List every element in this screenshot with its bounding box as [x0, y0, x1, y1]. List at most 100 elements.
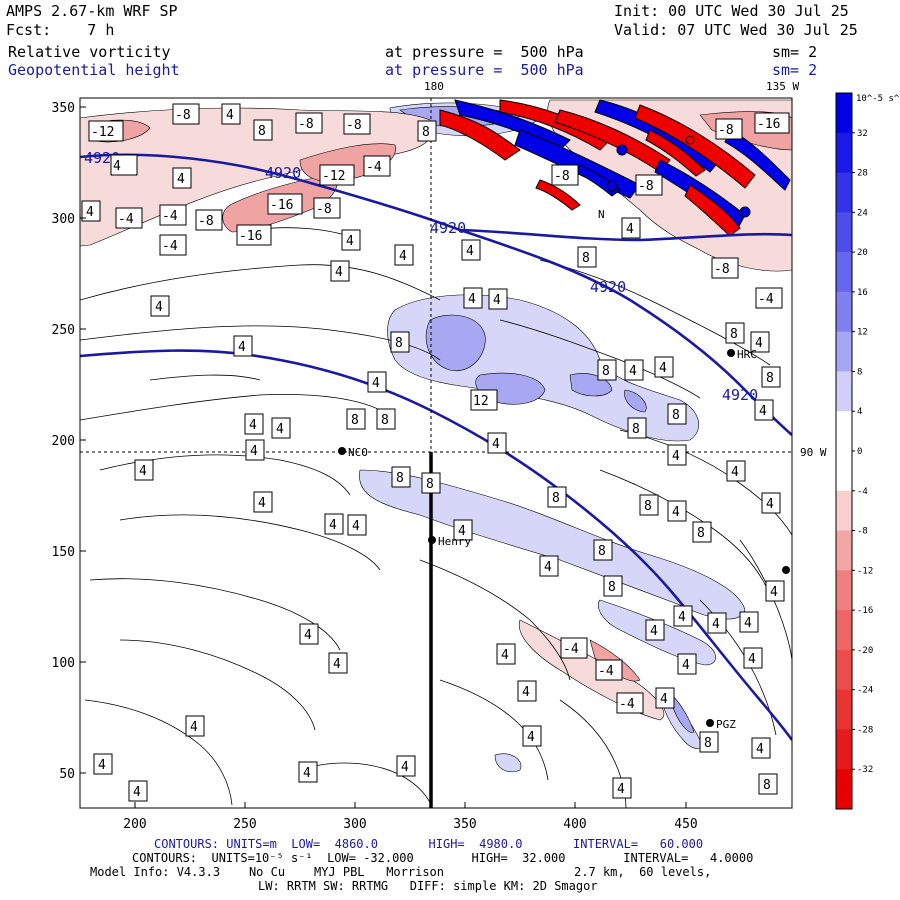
contour-label: 4 — [655, 687, 675, 709]
svg-text:4: 4 — [352, 519, 360, 534]
svg-text:8: 8 — [672, 408, 680, 423]
station-nco: NCO — [338, 446, 368, 459]
contour-label: -16 — [236, 224, 272, 246]
svg-text:4: 4 — [660, 692, 668, 707]
svg-text:-4: -4 — [162, 239, 178, 254]
contour-label: 4 — [751, 737, 771, 759]
svg-text:-8: -8 — [638, 179, 654, 194]
svg-text:-8: -8 — [316, 202, 332, 217]
svg-text:4: 4 — [401, 760, 409, 775]
colorbar-tick-label: -8 — [857, 527, 868, 537]
contour-label: 4 — [394, 244, 414, 266]
contour-label: -8 — [195, 209, 223, 231]
svg-text:-8: -8 — [714, 262, 730, 277]
svg-text:4: 4 — [333, 657, 341, 672]
contour-label: 4 — [93, 753, 113, 775]
contour-label: -16 — [267, 193, 303, 215]
svg-text:-8: -8 — [554, 169, 570, 184]
station-marker — [782, 566, 790, 574]
contour-label: 4 — [299, 623, 319, 645]
contour-label: -12 — [88, 120, 124, 142]
y-tick: 350 — [52, 101, 86, 116]
colorbar-cell — [836, 570, 852, 611]
svg-text:200: 200 — [52, 434, 75, 449]
contour-label: 4 — [81, 200, 101, 222]
svg-text:-8: -8 — [298, 117, 314, 132]
contour-label: -16 — [754, 112, 790, 134]
x-tick: 250 — [233, 802, 257, 832]
colorbar-cell — [836, 769, 852, 810]
contour-label: 4 — [743, 647, 763, 669]
svg-text:-8: -8 — [346, 118, 362, 133]
contour-label: -8 — [172, 103, 200, 125]
contour-label: 4 — [244, 413, 264, 435]
svg-text:250: 250 — [52, 323, 75, 338]
svg-text:8: 8 — [396, 471, 404, 486]
contour-label: 8 — [639, 494, 659, 516]
footer-model-info: Model Info: V4.3.3 No Cu MYJ PBL Morriso… — [90, 865, 712, 879]
contour-label: 8 — [593, 539, 613, 561]
field2-name: Geopotential height — [8, 61, 180, 79]
contour-label: 8 — [346, 408, 366, 430]
svg-text:4: 4 — [678, 610, 686, 625]
contour-label: 4 — [221, 103, 241, 125]
colorbar-ticks: 32 28 24 20 16 12 8 4 0 -4 -8 -12 -16 -20 -24 -28 -32 — [852, 129, 873, 775]
svg-text:-4: -4 — [758, 292, 774, 307]
contour-label: 4 — [128, 780, 148, 802]
svg-text:8: 8 — [608, 580, 616, 595]
station-pgz: PGZ — [706, 718, 736, 731]
colorbar-cell — [836, 530, 852, 571]
contour-label: 4 — [253, 491, 273, 513]
svg-text:4: 4 — [238, 340, 246, 355]
contour-label: -8 — [343, 113, 371, 135]
contour-label: 4 — [463, 287, 483, 309]
contour-label: -4 — [616, 692, 644, 714]
valid-time: Valid: 07 UTC Wed 30 Jul 25 — [614, 21, 858, 39]
svg-text:4: 4 — [458, 524, 466, 539]
svg-text:4: 4 — [759, 404, 767, 419]
x-tick: 350 — [453, 802, 477, 832]
station-hrc: HRC — [727, 348, 757, 361]
field1-smoothing: sm= 2 — [772, 43, 818, 61]
contour-label: 8 — [667, 403, 687, 425]
y-tick: 150 — [52, 545, 86, 560]
field2-smoothing: sm= 2 — [772, 61, 818, 79]
colorbar-cell — [836, 689, 852, 730]
contour-label: 4 — [654, 356, 674, 378]
svg-text:4: 4 — [139, 464, 147, 479]
colorbar-tick-label: -16 — [857, 606, 873, 616]
svg-text:4: 4 — [659, 361, 667, 376]
field1-level: at pressure = 500 hPa — [385, 43, 584, 61]
meridian-135w-label: 135 W — [766, 80, 799, 93]
svg-text:4: 4 — [493, 293, 501, 308]
svg-text:4: 4 — [672, 505, 680, 520]
parallel-label: 90 W — [800, 446, 827, 459]
svg-text:300: 300 — [52, 212, 75, 227]
svg-text:4: 4 — [617, 782, 625, 797]
colorbar-unit: 10^-5 s^-1 — [856, 94, 900, 104]
svg-text:200: 200 — [123, 817, 146, 832]
svg-text:450: 450 — [674, 817, 697, 832]
svg-text:N: N — [598, 208, 605, 221]
svg-text:4: 4 — [756, 742, 764, 757]
svg-text:-4: -4 — [598, 664, 614, 679]
contour-label: -12 — [319, 164, 355, 186]
svg-text:100: 100 — [52, 656, 75, 671]
contour-label: -8 — [711, 257, 739, 279]
contour-label: 4 — [233, 335, 253, 357]
svg-text:8: 8 — [704, 736, 712, 751]
contour-label: 4 — [487, 432, 507, 454]
colorbar: 10^-5 s^-1 32 28 24 20 16 12 8 4 0 -4 -8 -12 -16 -20 -… — [835, 92, 900, 810]
svg-text:250: 250 — [233, 817, 256, 832]
y-tick: 200 — [52, 434, 86, 449]
svg-text:4: 4 — [86, 205, 94, 220]
svg-text:8: 8 — [763, 778, 771, 793]
contour-label: 4 — [396, 755, 416, 777]
y-tick: 50 — [59, 767, 86, 782]
svg-text:-8: -8 — [198, 214, 214, 229]
colorbar-cell — [836, 490, 852, 532]
svg-text:4: 4 — [468, 292, 476, 307]
contour-label: 8 — [253, 119, 273, 141]
contour-label: -8 — [551, 164, 579, 186]
svg-text:4: 4 — [155, 300, 163, 315]
